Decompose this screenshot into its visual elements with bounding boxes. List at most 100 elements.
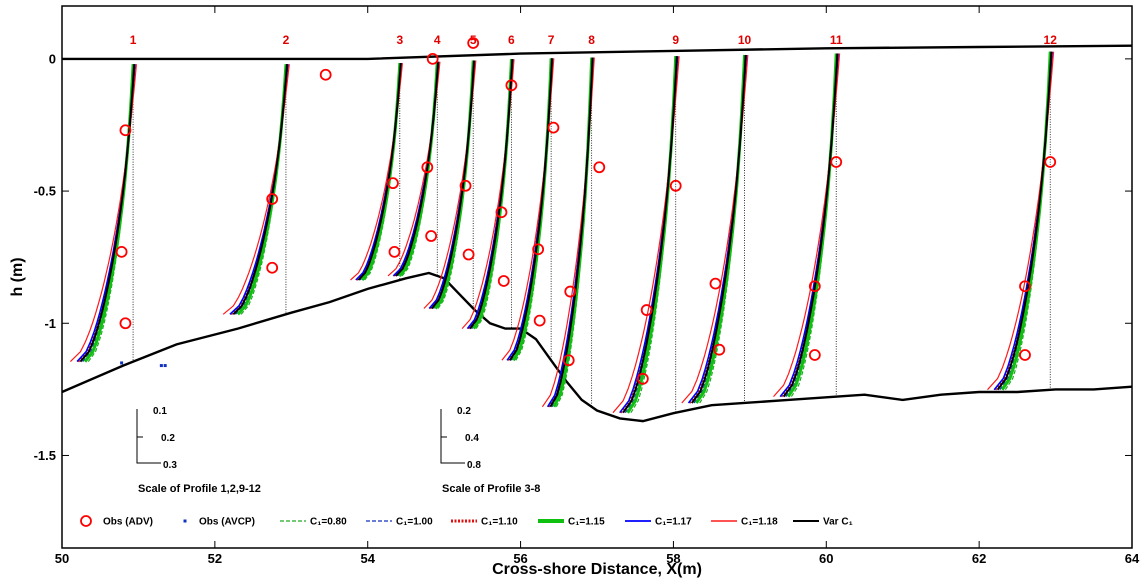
legend-item-c100: C₁=1.00 <box>366 517 433 528</box>
scale-axis <box>440 409 465 464</box>
profile-9: 9 <box>612 33 680 414</box>
scale-tick-label: 0.3 <box>163 460 177 471</box>
profile-8: 8 <box>541 33 595 408</box>
obs-adv-marker <box>421 161 434 174</box>
scale-tick-label: 0.2 <box>457 406 471 417</box>
profile-label-3: 3 <box>396 33 403 47</box>
legend-item-obs_avcp: Obs (AVCP) <box>183 517 255 528</box>
obs-adv-marker <box>426 52 439 65</box>
obs-adv-marker <box>467 37 480 49</box>
obs-adv-marker <box>562 354 575 367</box>
obs-adv-marker <box>115 245 128 258</box>
scale-tick-label: 0.8 <box>467 460 481 471</box>
obs-adv-marker <box>119 317 132 330</box>
legend-item-varc: Var C₁ <box>793 517 853 528</box>
legend-swatch <box>80 515 92 527</box>
plot-frame <box>61 5 1133 549</box>
obs-adv-marker <box>266 261 279 274</box>
scale-bars: 0.1 0.2 0.3 Scale of Profile 1,2,9-12 0.2 0.4… <box>136 406 540 495</box>
profile-6: 6 <box>461 33 515 330</box>
legend-item-obs_adv: Obs (ADV) <box>80 515 153 528</box>
velocity-profiles: 1 2 3 4 5 6 7 8 9 10 11 12 <box>69 33 1058 414</box>
obs-adv-marker <box>709 277 722 290</box>
x-tick-label: 64 <box>1125 551 1140 566</box>
obs-adv-marker <box>319 68 332 81</box>
y-tick-label: -1 <box>44 316 56 331</box>
seabed-profile <box>61 44 1133 423</box>
obs-adv-marker <box>547 121 560 134</box>
profile-label-5: 5 <box>470 33 477 47</box>
obs-adv-marker <box>388 245 401 258</box>
profile-12: 12 <box>987 33 1058 391</box>
scale-tick-label: 0.4 <box>465 433 479 444</box>
legend: Obs (ADV) Obs (AVCP) C₁=0.80 C₁=1.00 C₁=1.10… <box>80 515 853 528</box>
obs-adv-marker <box>505 79 518 92</box>
obs-adv-marker <box>1019 280 1031 293</box>
seabed-line <box>61 271 1133 423</box>
legend-label: C₁=1.17 <box>655 517 692 528</box>
profile-label-1: 1 <box>130 33 137 47</box>
profile-3: 3 <box>350 33 403 282</box>
y-tick-label: -1.5 <box>34 448 56 463</box>
profile-label-12: 12 <box>1044 33 1058 47</box>
scale-tick-label: 0.2 <box>161 433 175 444</box>
legend-item-c118: C₁=1.18 <box>711 517 778 528</box>
obs-avcp-marker <box>163 364 167 368</box>
legend-item-c117: C₁=1.17 <box>625 517 692 528</box>
scale-caption: Scale of Profile 1,2,9-12 <box>138 483 261 495</box>
profile-label-4: 4 <box>434 33 441 47</box>
scale-tick-label: 0.1 <box>153 406 167 417</box>
obs-adv-marker <box>119 124 132 137</box>
profile-label-9: 9 <box>672 33 679 47</box>
obs-adv-marker <box>713 343 726 356</box>
x-tick-label: 58 <box>666 551 680 566</box>
legend-label: C₁=1.00 <box>396 517 433 528</box>
profile-1-varc-curve <box>79 64 136 363</box>
legend-item-c080: C₁=0.80 <box>280 517 347 528</box>
x-tick-label: 54 <box>360 551 375 566</box>
profile-1: 1 <box>69 33 137 363</box>
obs-adv-marker <box>636 372 649 385</box>
x-axis-title: Cross-shore Distance, X(m) <box>492 561 702 578</box>
profile-11: 11 <box>773 33 843 398</box>
legend-label: Var C₁ <box>823 517 853 528</box>
obs-adv-marker <box>533 314 546 327</box>
y-tick-label: -0.5 <box>34 184 56 199</box>
obs-avcp-marker <box>120 361 124 365</box>
obs-adv-marker <box>808 349 821 361</box>
profile-9-varc-curve <box>622 56 678 414</box>
axes: 50 52 54 56 58 60 62 640-0.5-1-1.5 <box>34 6 1140 566</box>
x-tick-label: 60 <box>819 551 833 566</box>
profile-6-varc-curve <box>469 59 514 330</box>
legend-label: C₁=1.18 <box>741 517 778 528</box>
profile-12-varc-curve <box>996 51 1053 391</box>
obs-adv-marker <box>808 280 821 293</box>
profile-11-varc-curve <box>782 53 839 398</box>
profile-7: 7 <box>501 33 555 362</box>
obs-adv-marker <box>425 230 438 242</box>
obs-adv-marker <box>495 206 508 219</box>
legend-label: C₁=0.80 <box>310 517 347 528</box>
legend-label: C₁=1.15 <box>568 517 605 528</box>
legend-label: Obs (AVCP) <box>199 517 255 528</box>
scale-caption: Scale of Profile 3-8 <box>442 483 540 495</box>
legend-label: Obs (ADV) <box>103 517 153 528</box>
obs-adv-marker <box>266 193 279 205</box>
profile-5-varc-curve <box>431 60 476 310</box>
profile-label-11: 11 <box>830 33 843 47</box>
x-tick-label: 50 <box>55 551 69 566</box>
obs-adv-marker <box>1019 349 1031 361</box>
profile-2-varc-curve <box>232 64 288 316</box>
legend-label: C₁=1.10 <box>481 517 518 528</box>
obs-adv-marker <box>1044 156 1057 168</box>
legend-swatch <box>183 519 187 523</box>
y-axis-title: h (m) <box>9 257 26 296</box>
profile-label-10: 10 <box>738 33 752 47</box>
x-tick-label: 52 <box>208 551 222 566</box>
profile-4-varc-curve <box>395 61 440 277</box>
obs-adv-marker <box>830 156 843 168</box>
y-tick-label: 0 <box>49 51 56 66</box>
profile-label-6: 6 <box>508 33 515 47</box>
profile-label-8: 8 <box>588 33 595 47</box>
